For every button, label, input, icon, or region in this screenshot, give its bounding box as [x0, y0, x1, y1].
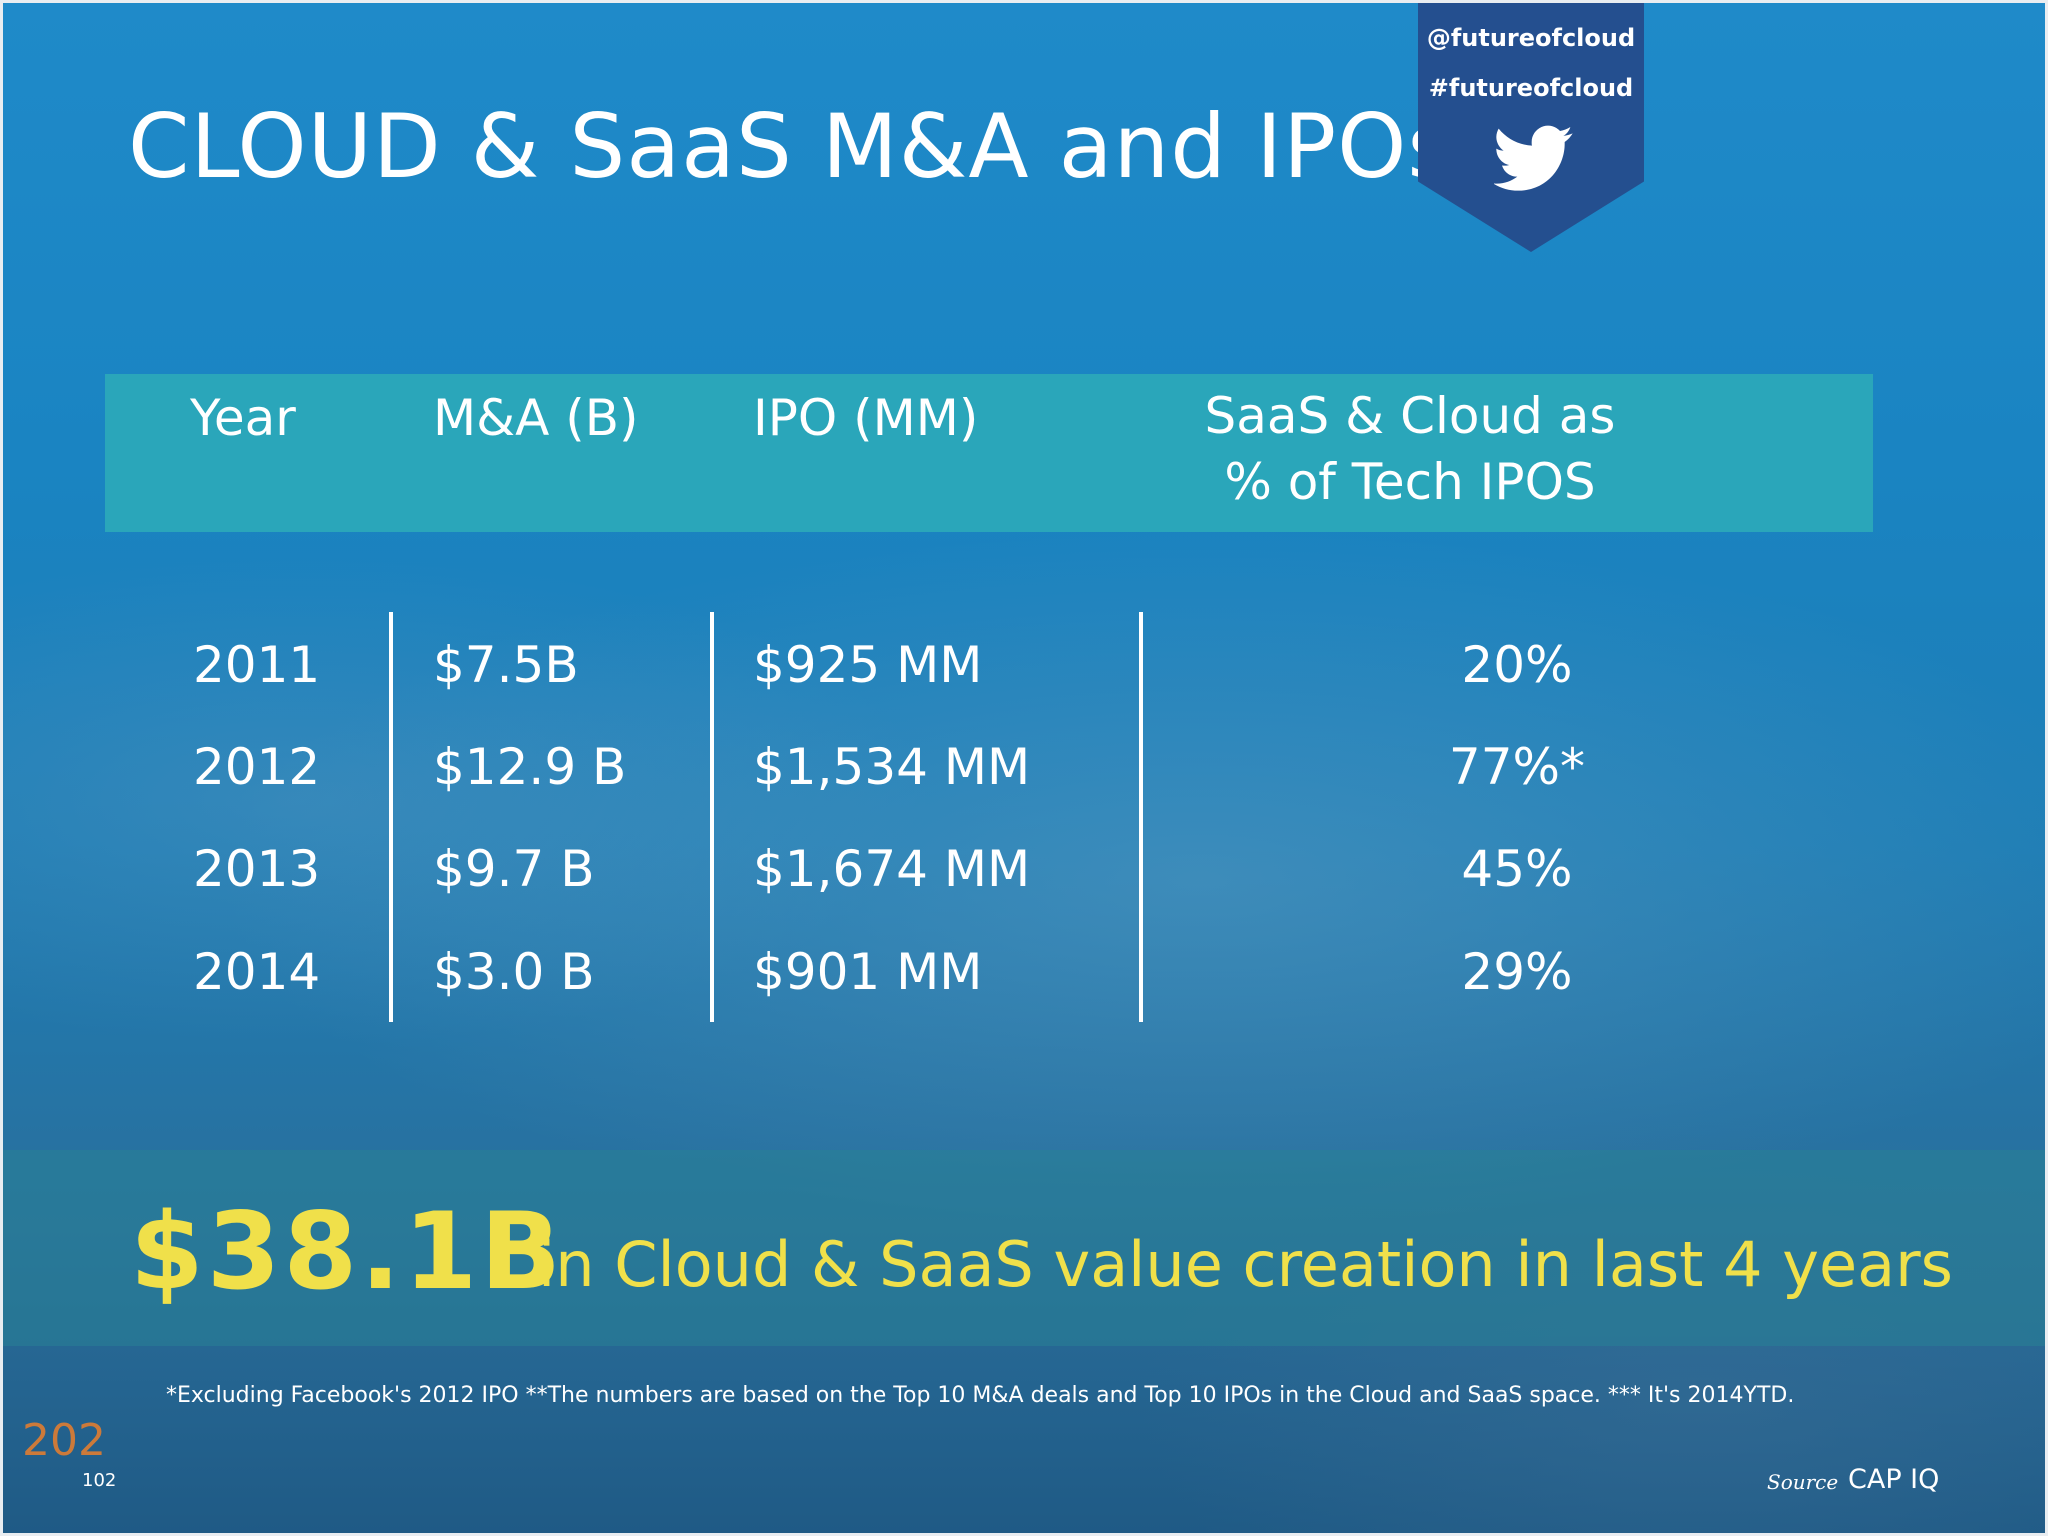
- cell-year: 2013: [193, 840, 321, 898]
- twitter-bird-icon: [1494, 125, 1573, 191]
- source-label: Source: [1767, 1470, 1839, 1494]
- cell-saas: 20%: [1461, 636, 1573, 694]
- highlight-value: $38.1B: [130, 1190, 565, 1313]
- column-header-saas-line2: % of Tech IPOS: [1224, 453, 1596, 511]
- cell-saas: 29%: [1461, 943, 1573, 1001]
- column-header-ipo: IPO (MM): [753, 389, 979, 447]
- twitter-hashtag: #futureofcloud: [1428, 74, 1634, 102]
- cell-saas: 77%*: [1448, 738, 1586, 796]
- cell-year: 2011: [193, 636, 321, 694]
- column-divider: [710, 612, 714, 1022]
- twitter-handle: @futureofcloud: [1426, 24, 1636, 52]
- cell-ipo: $901 MM: [753, 943, 983, 1001]
- column-header-saas-line1: SaaS & Cloud as: [1204, 387, 1616, 445]
- footnote: *Excluding Facebook's 2012 IPO **The num…: [166, 1383, 1795, 1408]
- column-divider: [1139, 612, 1143, 1022]
- cell-ma: $12.9 B: [433, 738, 627, 796]
- cell-saas: 45%: [1461, 840, 1573, 898]
- column-header-ma: M&A (B): [433, 389, 639, 447]
- cell-ipo: $1,674 MM: [753, 840, 1031, 898]
- highlight-text: in Cloud & SaaS value creation in last 4…: [538, 1228, 1953, 1301]
- column-divider: [389, 612, 393, 1022]
- column-header-saas: SaaS & Cloud as % of Tech IPOS: [1150, 383, 1670, 515]
- slide-title: CLOUD & SaaS M&A and IPOs: [128, 95, 1455, 198]
- cell-ma: $7.5B: [433, 636, 579, 694]
- highlight-band: [0, 1150, 2048, 1346]
- table-header: Year M&A (B) IPO (MM) SaaS & Cloud as % …: [105, 374, 1873, 532]
- cell-ma: $9.7 B: [433, 840, 595, 898]
- cell-ipo: $1,534 MM: [753, 738, 1031, 796]
- page-number: 102: [82, 1470, 117, 1491]
- twitter-badge: @futureofcloud #futureofcloud: [1418, 0, 1644, 252]
- cell-year: 2012: [193, 738, 321, 796]
- cell-ipo: $925 MM: [753, 636, 983, 694]
- source-value: CAP IQ: [1848, 1464, 1940, 1495]
- cell-year: 2014: [193, 943, 321, 1001]
- page-overlay-number: 202: [22, 1415, 106, 1466]
- column-header-year: Year: [190, 389, 296, 447]
- cell-ma: $3.0 B: [433, 943, 595, 1001]
